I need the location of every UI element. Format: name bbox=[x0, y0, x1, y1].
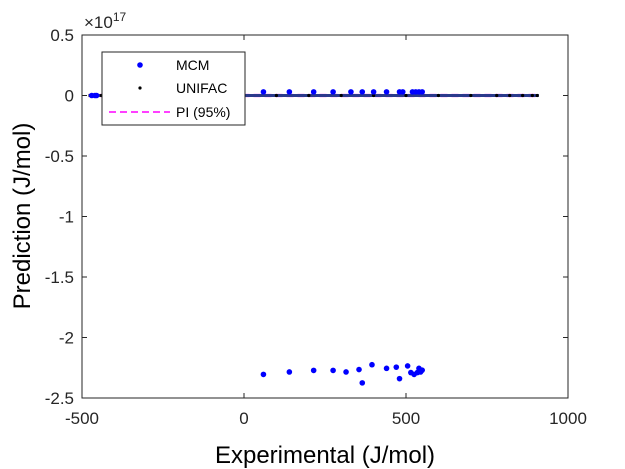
mcm-point bbox=[404, 363, 411, 369]
mcm-point bbox=[396, 375, 403, 382]
legend: MCM UNIFAC PI (95%) bbox=[101, 51, 246, 126]
y-tick-label: 0 bbox=[65, 87, 74, 106]
mcm-point bbox=[419, 367, 426, 373]
mcm-point bbox=[383, 89, 390, 95]
legend-mcm-marker bbox=[137, 62, 143, 68]
unifac-point bbox=[535, 93, 539, 98]
unifac-point bbox=[436, 93, 440, 98]
x-axis: -500 0 500 1000 bbox=[65, 35, 587, 428]
mcm-point bbox=[330, 89, 336, 95]
mcm-point bbox=[399, 89, 406, 95]
mcm-point bbox=[370, 89, 377, 95]
mcm-point bbox=[260, 371, 267, 378]
mcm-point bbox=[383, 365, 390, 372]
mcm-point bbox=[359, 89, 366, 95]
mcm-point bbox=[393, 364, 400, 370]
x-tick-label: 1000 bbox=[549, 409, 587, 428]
mcm-point bbox=[286, 369, 293, 375]
y-axis: 0.5 0 -0.5 -1 -1.5 -2 -2.5 bbox=[45, 26, 568, 408]
y-tick-label: -1 bbox=[59, 208, 74, 227]
legend-box bbox=[101, 51, 246, 126]
unifac-point bbox=[274, 93, 278, 98]
mcm-point bbox=[310, 367, 317, 374]
y-tick-label: -0.5 bbox=[45, 147, 74, 166]
legend-unifac-label: UNIFAC bbox=[176, 80, 227, 96]
mcm-point bbox=[356, 366, 362, 373]
unifac-point bbox=[530, 93, 534, 98]
y-tick-label: -2.5 bbox=[45, 389, 74, 408]
mcm-point bbox=[260, 89, 267, 95]
legend-unifac-marker bbox=[138, 86, 142, 90]
mcm-point bbox=[369, 361, 375, 368]
exponent-label: ×1017 bbox=[84, 10, 127, 32]
x-tick-label: -500 bbox=[65, 409, 99, 428]
legend-mcm-label: MCM bbox=[176, 57, 209, 73]
unifac-point bbox=[521, 93, 525, 98]
x-tick-label: 500 bbox=[392, 409, 420, 428]
unifac-point bbox=[372, 93, 376, 98]
y-tick-label: -1.5 bbox=[45, 268, 74, 287]
y-tick-label: -2 bbox=[59, 329, 74, 348]
mcm-point bbox=[359, 380, 366, 386]
unifac-point bbox=[495, 93, 499, 98]
mcm-point bbox=[330, 367, 336, 374]
mcm-point bbox=[310, 89, 317, 95]
unifac-point bbox=[469, 93, 473, 98]
x-tick-label: 0 bbox=[239, 409, 248, 428]
y-tick-label: 0.5 bbox=[50, 26, 74, 45]
mcm-point bbox=[348, 89, 354, 95]
unifac-point bbox=[339, 93, 343, 98]
legend-pi-label: PI (95%) bbox=[176, 104, 230, 120]
unifac-point bbox=[508, 93, 512, 98]
mcm-point bbox=[286, 89, 293, 95]
y-axis-label: Prediction (J/mol) bbox=[9, 123, 36, 310]
unifac-point bbox=[307, 93, 311, 98]
unifac-point bbox=[404, 93, 408, 98]
mcm-point bbox=[343, 369, 349, 375]
mcm-point bbox=[93, 92, 100, 99]
x-axis-label: Experimental (J/mol) bbox=[215, 442, 435, 469]
mcm-point bbox=[419, 89, 426, 95]
